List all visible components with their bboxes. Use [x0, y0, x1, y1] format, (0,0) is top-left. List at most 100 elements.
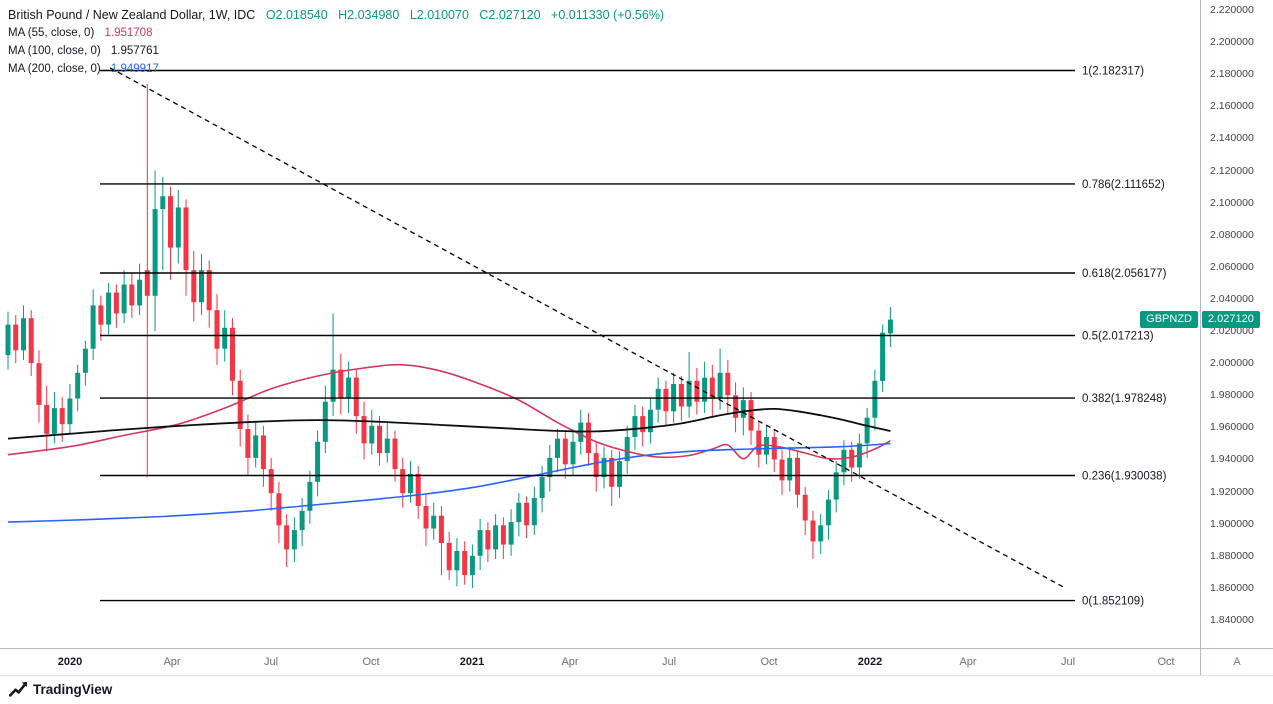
candle-body	[531, 498, 537, 526]
candle-body	[415, 473, 421, 506]
fib-label-0.5: 0.5(2.017213)	[1082, 331, 1154, 343]
price-axis-label: 1.940000	[1210, 453, 1254, 465]
time-axis-label: Oct	[760, 656, 778, 668]
ma55-label[interactable]: MA (55, close, 0)	[8, 27, 95, 39]
candle-body	[121, 284, 127, 314]
ma200-value: 1.949917	[110, 63, 159, 75]
candle-body	[485, 530, 491, 550]
candle-body	[144, 270, 150, 296]
candle-body	[113, 292, 119, 314]
trendline[interactable]	[109, 67, 1066, 589]
price-axis-label: 1.860000	[1210, 582, 1254, 594]
price-axis-label: 1.960000	[1210, 421, 1254, 433]
candle-body	[384, 438, 390, 453]
candle-body	[175, 207, 181, 248]
legend-title-row: British Pound / New Zealand Dollar, 1W, …	[8, 7, 664, 24]
candle-body	[609, 457, 615, 487]
chart-pane[interactable]: 1(2.182317) 0.786(2.111652) 0.618(2.056177…	[0, 0, 1200, 648]
ma100-label[interactable]: MA (100, close, 0)	[8, 45, 101, 57]
price-axis-label: 2.020000	[1210, 325, 1254, 337]
candle-body	[152, 209, 158, 296]
time-axis-label: Oct	[1157, 656, 1175, 668]
time-axis[interactable]: 2020 Apr Jul Oct 2021 Apr Jul Oct 2022 Apr Jul Oct	[0, 648, 1201, 676]
candle-body	[632, 416, 638, 437]
candle-body	[462, 551, 468, 576]
price-axis-label: 2.220000	[1210, 4, 1254, 16]
candle-body	[199, 270, 204, 303]
candle-body	[795, 457, 800, 495]
candle-body	[253, 435, 259, 458]
candle-body	[446, 542, 452, 571]
candle-body	[787, 457, 793, 481]
candle-body	[423, 506, 429, 529]
candle-body	[44, 404, 50, 434]
candle-body	[137, 279, 143, 306]
price-axis-label: 2.040000	[1210, 293, 1254, 305]
price-axis-label: 1.980000	[1210, 389, 1254, 401]
candle-body	[160, 196, 166, 209]
candle-body	[756, 430, 762, 455]
indicator-row-ma200: MA (200, close, 0) 1.949917	[8, 61, 664, 78]
time-axis-label: Jul	[1060, 656, 1076, 668]
candle-body	[268, 469, 274, 494]
candle-body	[106, 292, 112, 325]
candle-body	[431, 515, 437, 529]
candle-body	[887, 319, 893, 334]
ohlc-low: L2.010070	[409, 8, 469, 22]
candle-body	[346, 377, 352, 399]
symbol-price-badge: GBPNZD	[1140, 311, 1198, 328]
candle-body	[260, 435, 266, 470]
fib-label-1: 1(2.182317)	[1082, 66, 1144, 78]
candle-body	[779, 459, 785, 481]
symbol-title[interactable]: British Pound / New Zealand Dollar, 1W, …	[8, 8, 256, 22]
candle-body	[802, 494, 808, 521]
price-axis-label: 1.840000	[1210, 614, 1254, 626]
candle-body	[191, 270, 197, 303]
price-axis-label: 2.000000	[1210, 357, 1254, 369]
candle-body	[500, 525, 506, 545]
time-axis-label: Apr	[959, 656, 977, 668]
candle-body	[717, 372, 723, 399]
fib-label-0: 0(1.852109)	[1082, 596, 1144, 608]
candle-body	[810, 520, 816, 542]
ohlc-change: +0.011330 (+0.56%)	[551, 8, 665, 22]
candle-body	[694, 380, 700, 402]
price-axis-label: 2.160000	[1210, 100, 1254, 112]
candle-body	[655, 388, 661, 410]
candle-body	[593, 453, 599, 478]
price-axis-label: 1.900000	[1210, 518, 1254, 530]
candle-body	[516, 502, 522, 523]
candle-body	[276, 493, 282, 526]
ma-line-ma200	[7, 442, 891, 523]
ma-line-ma100	[7, 407, 891, 440]
candle-body	[214, 310, 220, 349]
candle-body	[51, 408, 57, 434]
candle-body	[392, 438, 398, 470]
axis-corner-label[interactable]: A	[1200, 648, 1273, 676]
candle-body	[400, 469, 406, 494]
candle-body	[222, 327, 228, 349]
candle-body	[617, 461, 622, 487]
tradingview-logo[interactable]: TradingView	[9, 681, 112, 697]
candle-body	[369, 425, 375, 444]
candle-body	[75, 372, 81, 399]
candle-body	[748, 400, 754, 431]
candle-body	[36, 363, 42, 405]
ma200-label[interactable]: MA (200, close, 0)	[8, 63, 101, 75]
time-axis-label: Apr	[163, 656, 181, 668]
price-axis-label: 2.120000	[1210, 165, 1254, 177]
candle-body	[864, 417, 870, 444]
price-chart-canvas[interactable]: 1(2.182317) 0.786(2.111652) 0.618(2.056177…	[0, 0, 1200, 648]
candle-body	[230, 327, 235, 381]
time-axis-label: Jul	[263, 656, 279, 668]
candle-body	[67, 398, 73, 425]
candle-body	[59, 408, 65, 425]
candle-body	[872, 380, 878, 418]
candle-body	[647, 409, 653, 433]
candle-body	[322, 401, 328, 442]
candle-body	[686, 380, 692, 407]
candle-body	[547, 457, 553, 478]
last-price-badge: 2.027120	[1202, 311, 1260, 328]
time-axis-label: Oct	[362, 656, 380, 668]
price-axis-label: 2.060000	[1210, 261, 1254, 273]
